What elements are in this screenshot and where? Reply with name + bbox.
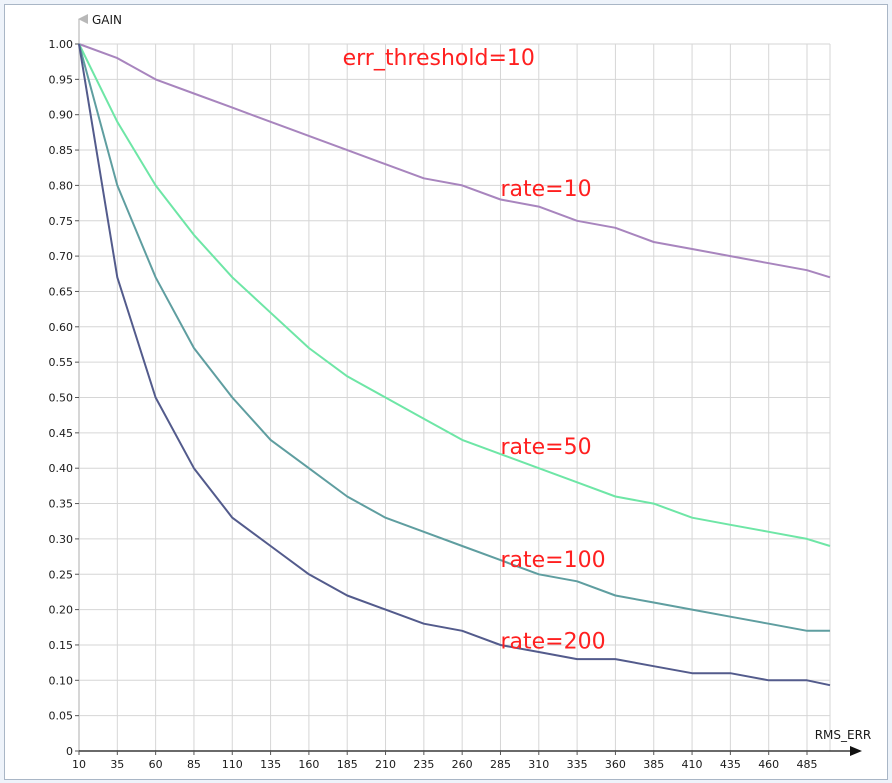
y-tick-label: 0.90 xyxy=(49,109,74,122)
y-tick-label: 0.05 xyxy=(49,710,74,723)
chart-svg: GAIN RMS_ERR 0 0.05 0.10 0.15 0.20 0.25 0.30 0.… xyxy=(49,13,872,771)
y-tick-label: 0.95 xyxy=(49,73,74,86)
annotation-rate-50: rate=50 xyxy=(500,435,591,460)
y-tick-label: 0.55 xyxy=(49,356,74,369)
tick-layer: 0 0.05 0.10 0.15 0.20 0.25 0.30 0.35 0.40 0.45 0.5… xyxy=(49,38,818,771)
grid-layer xyxy=(79,43,831,751)
y-tick-label: 0 xyxy=(66,745,73,758)
x-tick-label: 335 xyxy=(567,758,588,771)
y-tick-label: 0.25 xyxy=(49,568,74,581)
y-tick-label: 0.20 xyxy=(49,604,74,617)
annotation-rate-100: rate=100 xyxy=(500,548,605,573)
y-axis-title: GAIN xyxy=(92,13,122,27)
axis-layer: GAIN RMS_ERR xyxy=(78,13,872,756)
chart-frame: GAIN RMS_ERR 0 0.05 0.10 0.15 0.20 0.25 0.30 0.… xyxy=(4,4,888,780)
x-tick-label: 435 xyxy=(720,758,741,771)
x-tick-label: 210 xyxy=(375,758,396,771)
y-tick-label: 0.70 xyxy=(49,250,74,263)
x-tick-label: 410 xyxy=(682,758,703,771)
y-tick-label: 0.60 xyxy=(49,321,74,334)
x-tick-label: 485 xyxy=(797,758,818,771)
y-tick-label: 0.50 xyxy=(49,392,74,405)
x-tick-label: 60 xyxy=(149,758,163,771)
x-tick-label: 360 xyxy=(605,758,626,771)
x-tick-label: 260 xyxy=(452,758,473,771)
y-tick-label: 0.80 xyxy=(49,179,74,192)
y-tick-label: 0.15 xyxy=(49,639,74,652)
x-tick-label: 385 xyxy=(643,758,664,771)
x-tick-label: 35 xyxy=(110,758,124,771)
y-tick-label: 0.35 xyxy=(49,498,74,511)
x-tick-label: 10 xyxy=(72,758,86,771)
x-tick-label: 185 xyxy=(337,758,358,771)
y-tick-label: 0.45 xyxy=(49,427,74,440)
x-tick-label: 110 xyxy=(222,758,243,771)
series-rate-200-line xyxy=(78,43,831,687)
annotation-rate-200: rate=200 xyxy=(500,629,605,654)
y-tick-label: 0.75 xyxy=(49,215,74,228)
y-tick-label: 0.85 xyxy=(49,144,74,157)
x-tick-label: 160 xyxy=(298,758,319,771)
series-rate-10-line xyxy=(78,43,831,279)
y-tick-label: 0.65 xyxy=(49,285,74,298)
series-rate-100-line xyxy=(78,43,830,632)
series-rate-50-line xyxy=(78,43,831,547)
y-tick-label: 0.30 xyxy=(49,533,74,546)
x-tick-label: 310 xyxy=(528,758,549,771)
series-layer xyxy=(78,43,831,687)
x-tick-label: 85 xyxy=(187,758,201,771)
x-tick-label: 235 xyxy=(413,758,434,771)
y-tick-label: 0.40 xyxy=(49,462,74,475)
annotation-err-threshold-10: err_threshold=10 xyxy=(343,46,535,71)
annotation-layer: err_threshold=10 rate=10 rate=50 rate=100 ra… xyxy=(343,46,606,654)
x-tick-label: 135 xyxy=(260,758,281,771)
y-tick-label: 1.00 xyxy=(49,38,74,51)
annotation-rate-10: rate=10 xyxy=(500,177,591,202)
x-tick-label: 460 xyxy=(758,758,779,771)
y-tick-label: 0.10 xyxy=(49,674,74,687)
x-axis-title: RMS_ERR xyxy=(815,728,872,742)
x-tick-label: 285 xyxy=(490,758,511,771)
